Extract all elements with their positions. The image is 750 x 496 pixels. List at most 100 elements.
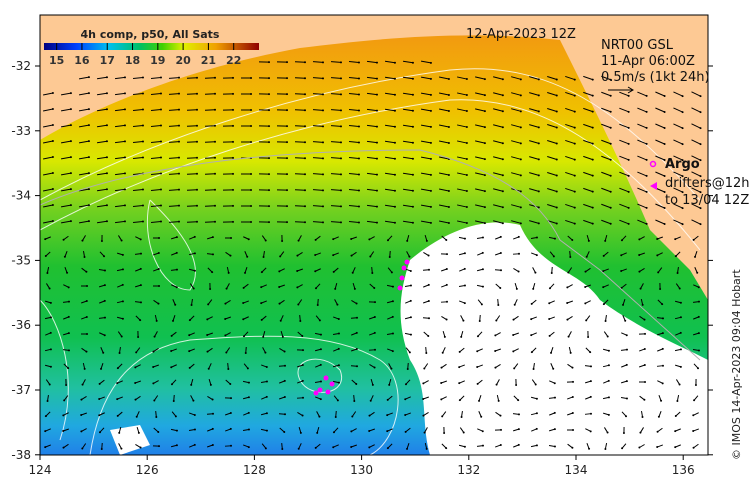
current-arrow-head	[517, 413, 520, 416]
current-arrow-head	[519, 126, 522, 129]
lon-tick-label: 136	[672, 463, 695, 477]
current-arrow-head	[537, 94, 540, 97]
current-arrow-head	[681, 127, 684, 130]
current-arrow-head	[373, 316, 376, 319]
current-arrow	[637, 139, 647, 145]
current-arrow-head	[465, 174, 468, 177]
current-arrow-head	[285, 189, 288, 192]
current-arrow-head	[231, 204, 234, 207]
current-arrow-head	[393, 109, 396, 112]
current-arrow-head	[501, 94, 504, 97]
current-arrow-head	[51, 187, 54, 190]
current-arrow-head	[476, 350, 479, 353]
current-arrow-head	[679, 316, 682, 319]
current-arrow-head	[375, 61, 378, 64]
current-arrow	[493, 92, 503, 96]
current-arrow-head	[584, 286, 587, 289]
current-arrow-head	[429, 109, 432, 112]
current-arrow	[388, 363, 392, 369]
current-arrow-head	[49, 301, 52, 304]
current-arrow	[547, 140, 557, 144]
current-arrow	[619, 155, 629, 161]
current-arrow	[513, 348, 519, 352]
map-frame	[39, 14, 709, 456]
current-arrow-head	[478, 399, 481, 402]
current-arrow-head	[301, 334, 304, 337]
current-arrow-head	[247, 411, 250, 414]
current-arrow-head	[336, 303, 339, 306]
current-arrow	[530, 444, 538, 448]
current-arrow-head	[65, 383, 68, 386]
current-arrow-head	[265, 429, 268, 432]
current-arrow-head	[699, 159, 702, 162]
current-arrow-head	[44, 430, 47, 433]
current-arrow-head	[247, 381, 250, 384]
current-arrow-head	[231, 156, 234, 159]
current-arrow-head	[661, 364, 664, 367]
current-arrow	[244, 267, 248, 273]
current-arrow-head	[447, 77, 450, 80]
current-arrow	[549, 300, 555, 304]
current-arrow-head	[388, 383, 391, 386]
current-arrow-head	[465, 142, 468, 145]
current-arrow	[263, 250, 265, 258]
current-arrow-head	[591, 78, 594, 81]
current-arrow	[154, 314, 158, 322]
current-arrow-head	[657, 271, 660, 274]
current-arrow-head	[318, 319, 321, 322]
current-arrow-head	[213, 124, 216, 127]
current-arrow	[565, 203, 575, 209]
lon-tick-label: 130	[350, 463, 373, 477]
current-arrow	[605, 314, 607, 322]
current-arrow-head	[213, 76, 216, 79]
current-arrow-head	[281, 335, 284, 338]
current-arrow	[476, 284, 484, 288]
current-arrow	[278, 396, 286, 400]
current-arrow-head	[98, 382, 101, 385]
current-arrow-head	[177, 172, 180, 175]
current-arrow	[657, 380, 663, 384]
current-arrow	[186, 109, 198, 111]
current-arrow	[549, 316, 555, 320]
current-arrow	[673, 107, 683, 113]
current-arrow-head	[314, 270, 317, 273]
current-arrow	[168, 189, 180, 191]
current-arrow-head	[458, 366, 461, 369]
current-arrow-head	[319, 333, 322, 336]
current-arrow-head	[553, 428, 556, 431]
current-arrow	[640, 298, 644, 306]
current-arrow-head	[659, 287, 662, 290]
current-arrow-head	[229, 427, 232, 430]
current-arrow-head	[501, 78, 504, 81]
credit-label: © IMOS 14-Apr-2023 09:04 Hobart	[730, 269, 743, 460]
current-arrow-head	[694, 383, 697, 386]
current-arrow-head	[249, 108, 252, 111]
current-arrow	[186, 93, 198, 95]
current-arrow	[637, 123, 647, 129]
current-arrow	[366, 140, 378, 144]
current-arrow	[603, 268, 609, 272]
current-arrow	[658, 395, 662, 401]
current-arrow-head	[175, 286, 178, 289]
current-arrow-head	[283, 379, 286, 382]
current-arrow-head	[159, 92, 162, 95]
current-arrow	[406, 234, 410, 242]
current-arrow-head	[177, 124, 180, 127]
current-arrow-head	[229, 254, 232, 257]
current-arrow	[243, 412, 249, 416]
current-arrow	[150, 77, 162, 79]
current-arrow	[531, 316, 537, 320]
current-arrow-head	[429, 157, 432, 160]
current-arrow-head	[519, 222, 522, 225]
colorbar-tick-label: 20	[175, 54, 191, 67]
current-arrow	[43, 220, 53, 224]
current-arrow-head	[584, 302, 587, 305]
current-arrow-head	[371, 271, 374, 274]
current-arrow	[673, 171, 683, 177]
current-arrow-head	[494, 350, 497, 353]
current-arrow	[261, 443, 267, 449]
current-arrow	[511, 172, 521, 176]
current-arrow	[657, 348, 663, 352]
current-arrow-head	[513, 367, 516, 370]
current-arrow-head	[660, 399, 663, 402]
